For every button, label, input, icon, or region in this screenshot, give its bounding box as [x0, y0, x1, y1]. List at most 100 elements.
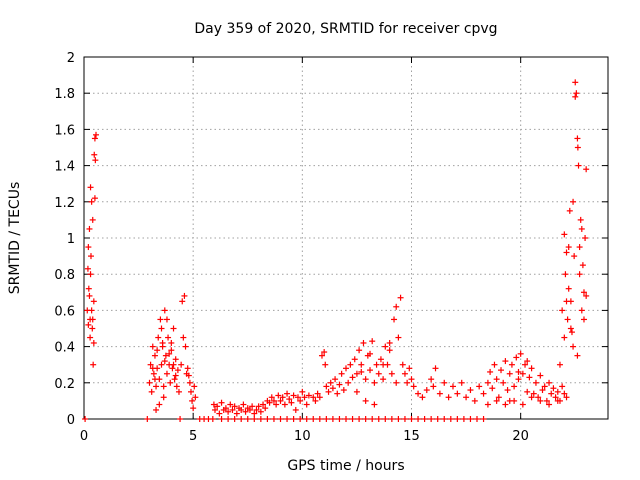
- data-point: [87, 334, 94, 341]
- data-point: [561, 390, 568, 397]
- data-point: [380, 376, 387, 383]
- data-point: [454, 390, 461, 397]
- data-point: [294, 394, 301, 401]
- data-point: [406, 365, 413, 372]
- data-point: [567, 325, 574, 332]
- data-point: [146, 379, 153, 386]
- data-point: [574, 135, 581, 142]
- data-point: [251, 410, 258, 417]
- data-point: [395, 416, 402, 422]
- data-point: [153, 383, 160, 390]
- data-point: [579, 262, 586, 269]
- data-point: [148, 388, 155, 395]
- data-point: [345, 379, 352, 386]
- data-point: [284, 390, 291, 397]
- data-point: [343, 365, 349, 372]
- data-point: [182, 343, 189, 350]
- data-point: [562, 271, 569, 278]
- data-point: [90, 339, 97, 346]
- data-point: [149, 365, 156, 372]
- data-point: [231, 403, 238, 410]
- data-point: [511, 383, 518, 390]
- data-point: [548, 390, 555, 397]
- x-tick-label: 20: [512, 429, 529, 444]
- data-point: [484, 379, 491, 386]
- data-point: [535, 394, 542, 401]
- data-point: [332, 376, 339, 383]
- data-point: [578, 225, 585, 232]
- y-tick-label: 0: [67, 413, 75, 428]
- data-point: [356, 416, 363, 422]
- data-point: [186, 379, 193, 386]
- data-point: [187, 388, 194, 395]
- data-point: [279, 394, 286, 401]
- data-point: [386, 347, 393, 354]
- data-point: [162, 352, 169, 359]
- data-point: [222, 405, 229, 412]
- data-point: [242, 408, 249, 415]
- data-point: [498, 367, 505, 374]
- data-point: [537, 397, 544, 404]
- data-point: [571, 253, 578, 260]
- data-point: [151, 352, 158, 359]
- data-point: [209, 416, 216, 422]
- data-point: [336, 381, 343, 388]
- data-point: [572, 79, 579, 86]
- data-point: [539, 387, 546, 394]
- data-point: [447, 416, 454, 422]
- data-point: [92, 157, 99, 164]
- data-point: [572, 93, 579, 100]
- y-tick-label: 1.6: [54, 123, 75, 138]
- data-point: [177, 416, 184, 422]
- data-point: [454, 416, 461, 422]
- data-point: [167, 379, 174, 386]
- data-point: [249, 403, 256, 410]
- y-tick-label: 0.6: [54, 304, 75, 319]
- data-point: [554, 388, 561, 395]
- data-point: [563, 394, 570, 401]
- data-point: [310, 416, 317, 422]
- data-point: [189, 397, 196, 404]
- data-point: [227, 401, 234, 408]
- points-layer: [82, 79, 590, 422]
- data-point: [360, 339, 367, 346]
- data-point: [88, 307, 95, 314]
- data-point: [85, 321, 92, 328]
- data-point: [480, 416, 487, 422]
- data-point: [305, 392, 312, 399]
- y-tick-label: 1: [67, 232, 75, 247]
- data-point: [165, 334, 172, 341]
- data-point: [190, 405, 197, 412]
- data-point: [574, 352, 581, 359]
- data-point: [218, 399, 225, 406]
- data-point: [566, 207, 573, 214]
- data-point: [377, 356, 384, 363]
- data-point: [329, 385, 336, 392]
- data-point: [353, 370, 360, 377]
- data-point: [159, 339, 166, 346]
- data-point: [441, 416, 448, 422]
- data-point: [212, 406, 218, 413]
- data-point: [310, 394, 317, 401]
- data-point: [500, 379, 507, 386]
- data-point: [184, 365, 191, 372]
- tick-layer: 00.20.40.60.811.21.41.61.820 5 10 15 20: [54, 51, 608, 444]
- data-point: [82, 416, 89, 422]
- data-point: [158, 361, 165, 368]
- data-point: [323, 383, 330, 390]
- data-point: [91, 195, 98, 202]
- data-point: [432, 365, 439, 372]
- data-point: [580, 316, 587, 323]
- data-point: [91, 135, 98, 142]
- x-tick-label: 10: [294, 429, 311, 444]
- data-point: [351, 356, 358, 363]
- data-point: [316, 394, 323, 401]
- data-point: [373, 361, 380, 368]
- data-point: [493, 397, 500, 404]
- data-point: [430, 383, 437, 390]
- data-point: [522, 361, 529, 368]
- data-point: [89, 216, 96, 223]
- data-point: [218, 416, 225, 422]
- data-point: [85, 285, 92, 292]
